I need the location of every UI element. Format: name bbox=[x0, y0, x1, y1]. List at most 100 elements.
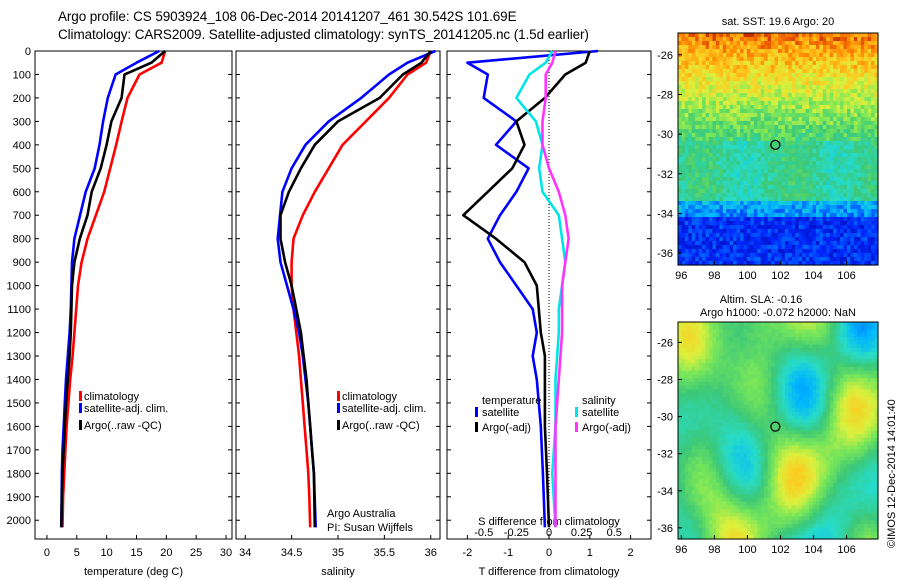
map-cell bbox=[722, 33, 727, 38]
map-cell bbox=[784, 393, 789, 398]
map-cell bbox=[705, 325, 710, 331]
map-cell bbox=[726, 217, 731, 222]
map-cell bbox=[684, 33, 689, 38]
map-cell bbox=[750, 253, 755, 258]
map-cell bbox=[740, 45, 745, 50]
map-cell bbox=[867, 69, 872, 74]
map-cell bbox=[795, 241, 800, 246]
map-cell bbox=[774, 77, 779, 82]
map-cell bbox=[860, 41, 865, 46]
legend-entry-label: satellite-adj. clim. bbox=[342, 403, 426, 415]
map-cell bbox=[871, 121, 876, 126]
map-cell bbox=[709, 363, 714, 368]
map-cell bbox=[695, 340, 700, 346]
map-cell bbox=[812, 344, 817, 349]
map-cell bbox=[722, 121, 727, 126]
map-cell bbox=[729, 49, 734, 54]
map-cell bbox=[705, 165, 710, 170]
map-cell bbox=[736, 355, 741, 361]
map-cell bbox=[867, 213, 872, 218]
map-cell bbox=[840, 113, 845, 118]
map-cell bbox=[874, 400, 879, 405]
lat-tick-label: -36 bbox=[657, 248, 673, 260]
map-cell bbox=[840, 185, 845, 190]
map-cell bbox=[788, 351, 793, 357]
map-cell bbox=[829, 329, 834, 334]
map-cell bbox=[798, 381, 803, 387]
map-cell bbox=[709, 378, 714, 383]
map-cell bbox=[774, 149, 779, 154]
map-cell bbox=[778, 161, 783, 166]
map-cell bbox=[850, 129, 855, 134]
map-cell bbox=[681, 366, 686, 372]
map-cell bbox=[688, 396, 693, 402]
map-cell bbox=[712, 137, 717, 142]
map-cell bbox=[691, 245, 696, 250]
map-cell bbox=[836, 173, 841, 178]
map-cell bbox=[736, 109, 741, 114]
map-cell bbox=[722, 117, 727, 122]
map-cell bbox=[719, 117, 724, 122]
map-cell bbox=[740, 329, 745, 334]
map-cell bbox=[771, 325, 776, 331]
map-cell bbox=[753, 201, 758, 206]
map-cell bbox=[867, 217, 872, 222]
map-cell bbox=[715, 173, 720, 178]
map-cell bbox=[853, 351, 858, 357]
map-cell bbox=[712, 97, 717, 102]
map-cell bbox=[815, 113, 820, 118]
map-cell bbox=[857, 261, 862, 266]
map-cell bbox=[829, 370, 834, 375]
map-cell bbox=[805, 165, 810, 170]
map-cell bbox=[784, 173, 789, 178]
map-cell bbox=[874, 141, 879, 146]
map-cell bbox=[743, 153, 748, 158]
map-cell bbox=[764, 73, 769, 78]
map-cell bbox=[722, 363, 727, 368]
map-cell bbox=[736, 73, 741, 78]
map-cell bbox=[867, 355, 872, 361]
map-cell bbox=[678, 253, 683, 258]
map-cell bbox=[736, 165, 741, 170]
map-cell bbox=[822, 257, 827, 262]
map-cell bbox=[743, 61, 748, 66]
map-cell bbox=[874, 161, 879, 166]
map-cell bbox=[764, 229, 769, 234]
map-cell bbox=[709, 41, 714, 46]
map-cell bbox=[757, 113, 762, 118]
map-cell bbox=[853, 185, 858, 190]
map-cell bbox=[726, 161, 731, 166]
map-cell bbox=[678, 249, 683, 254]
map-cell bbox=[840, 261, 845, 266]
map-cell bbox=[833, 185, 838, 190]
map-cell bbox=[778, 137, 783, 142]
map-cell bbox=[805, 378, 810, 383]
map-cell bbox=[757, 53, 762, 58]
map-cell bbox=[840, 89, 845, 94]
map-cell bbox=[840, 197, 845, 202]
map-cell bbox=[774, 370, 779, 375]
map-cell bbox=[705, 233, 710, 238]
map-cell bbox=[771, 169, 776, 174]
map-cell bbox=[688, 333, 693, 338]
map-cell bbox=[740, 404, 745, 409]
map-cell bbox=[829, 77, 834, 82]
map-cell bbox=[836, 329, 841, 334]
map-cell bbox=[705, 336, 710, 342]
map-cell bbox=[681, 53, 686, 58]
map-cell bbox=[812, 385, 817, 390]
map-cell bbox=[715, 109, 720, 114]
legend-title-temperature: temperature bbox=[482, 395, 541, 407]
map-cell bbox=[860, 165, 865, 170]
map-cell bbox=[802, 355, 807, 361]
map-cell bbox=[678, 145, 683, 150]
map-cell bbox=[719, 61, 724, 66]
map-cell bbox=[740, 141, 745, 146]
map-cell bbox=[874, 221, 879, 226]
map-cell bbox=[857, 93, 862, 98]
map-cell bbox=[698, 325, 703, 331]
map-cell bbox=[781, 241, 786, 246]
map-cell bbox=[681, 351, 686, 357]
map-cell bbox=[833, 101, 838, 106]
map-cell bbox=[678, 109, 683, 114]
